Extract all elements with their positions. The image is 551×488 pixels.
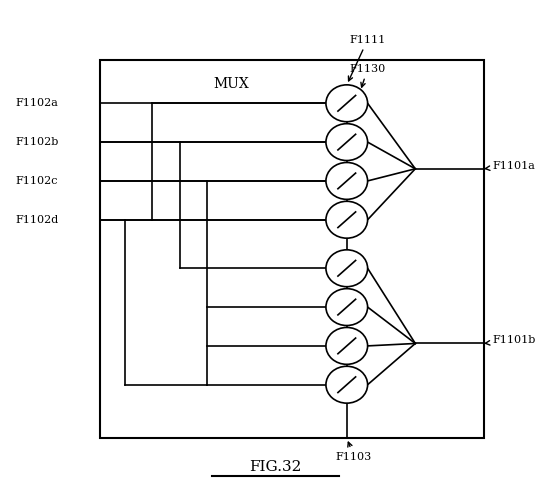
Text: F1102c: F1102c [15, 176, 58, 186]
Text: F1130: F1130 [349, 64, 386, 87]
Text: FIG.32: FIG.32 [249, 461, 302, 474]
Circle shape [326, 123, 368, 161]
Text: F1111: F1111 [348, 35, 386, 81]
Circle shape [326, 327, 368, 365]
Circle shape [326, 288, 368, 325]
Text: F1103: F1103 [336, 442, 372, 462]
Text: F1101b: F1101b [485, 335, 536, 346]
Text: F1102a: F1102a [15, 98, 58, 108]
Circle shape [326, 250, 368, 286]
Text: F1101a: F1101a [485, 161, 535, 171]
Text: F1102d: F1102d [15, 215, 58, 225]
Circle shape [326, 202, 368, 238]
Circle shape [326, 163, 368, 200]
Text: F1102b: F1102b [15, 137, 58, 147]
Text: MUX: MUX [214, 77, 250, 91]
Circle shape [326, 85, 368, 122]
Circle shape [326, 366, 368, 403]
